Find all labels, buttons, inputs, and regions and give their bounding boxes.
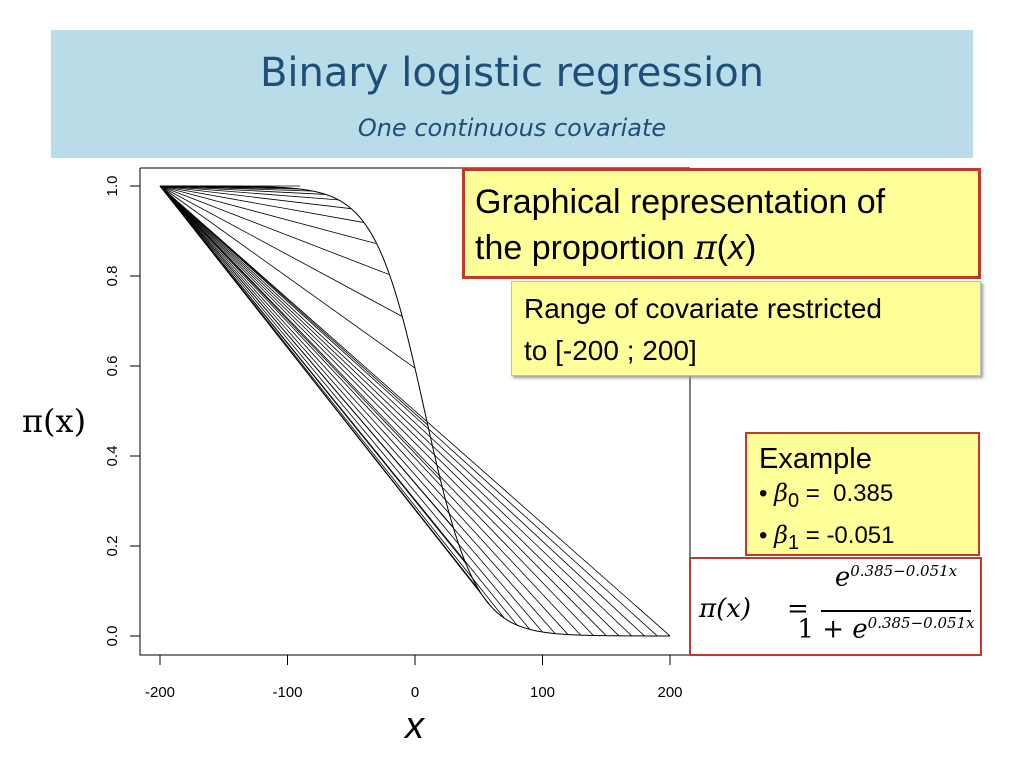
range-box: Range of covariate restricted to [-200 ;… [511,281,981,376]
chord-line [159,185,671,637]
chord-line [159,185,390,276]
formula-box: π(x) = e0.385−0.051x 1 + e0.385−0.051x [689,557,982,656]
example-beta1: • β1 = -0.051 [759,518,966,560]
x-tick-label: 200 [657,684,682,701]
graph-box-prefix: the proportion [475,229,695,267]
y-tick-label: 0.8 [104,266,121,287]
formula-e-den: e [852,614,868,645]
formula-exponent-den: 0.385−0.051x [867,614,975,632]
chord-line [159,185,339,201]
paren-close: ) [744,229,757,267]
formula-one-plus: 1 + [797,614,853,645]
graph-box-line1: Graphical representation of [475,183,886,221]
formula-equals: = [787,594,809,624]
formula-exponent: 0.385−0.051x [850,562,958,580]
y-tick-label: 1.0 [104,176,121,197]
chord-line [159,185,377,245]
chord-line [159,185,645,637]
bullet: • [759,480,768,507]
beta-symbol: β [774,479,788,507]
beta-symbol: β [774,520,788,549]
chord-line [159,185,492,608]
subscript-1: 1 [787,531,800,554]
range-box-line2: to [-200 ; 200] [524,335,697,366]
example-heading: Example [759,443,872,475]
example-beta0: • β0 = 0.385 [759,476,966,518]
range-box-line1: Range of covariate restricted [524,293,882,324]
chord-line [159,185,620,637]
chord-line [159,185,531,630]
x-tick-label: -100 [272,684,302,701]
beta1-value: -0.051 [826,521,895,549]
y-tick-label: 0.2 [104,536,121,557]
x-tick-label: -200 [145,684,175,701]
slide-subtitle: One continuous covariate [357,114,667,142]
chord-line [159,185,505,619]
chord-line [159,185,352,210]
x-tick-label: 0 [411,684,419,701]
curve-group [159,185,671,637]
example-box: Example • β0 = 0.385 • β1 = -0.051 [745,432,980,556]
chord-line [159,185,543,633]
x-symbol: x [727,229,745,267]
chord-line [159,185,582,636]
pi-symbol: π [694,228,717,268]
equals: = [805,521,820,549]
y-tick-label: 0.6 [104,356,121,377]
subscript-0: 0 [787,489,800,512]
graph-box-line2: the proportion π(x) [475,225,968,271]
x-axis-label: x [405,705,424,747]
chord-line [159,185,518,626]
chord-line [159,185,633,637]
chord-line [159,185,569,635]
x-tick-label: 100 [530,684,555,701]
formula-numerator: e0.385−0.051x [821,562,971,593]
chord-line [159,185,594,636]
formula-denominator: 1 + e0.385−0.051x [791,614,981,645]
chord-line [159,185,607,636]
formula-lhs: π(x) [699,594,752,624]
chord-line [159,185,556,634]
chord-line [159,185,403,317]
y-axis-label: π(x) [22,402,86,440]
beta0-value: 0.385 [833,480,894,507]
title-banner: Binary logistic regression One continuou… [51,30,973,158]
paren-open: ( [716,229,728,267]
graph-representation-box: Graphical representation of the proporti… [462,168,981,279]
y-tick-label: 0.0 [104,626,121,647]
chord-line [159,185,365,223]
chord-line [159,185,658,637]
chord-line [159,185,326,195]
slide-title: Binary logistic regression [259,50,765,96]
chord-line [159,185,416,369]
formula-e: e [834,562,851,593]
fraction-bar [821,610,971,612]
y-tick-label: 0.4 [104,446,121,467]
y-axis-label-text: π(x) [22,402,87,440]
equals: = [805,480,820,507]
bullet: • [759,521,768,549]
chord-line [159,185,314,192]
